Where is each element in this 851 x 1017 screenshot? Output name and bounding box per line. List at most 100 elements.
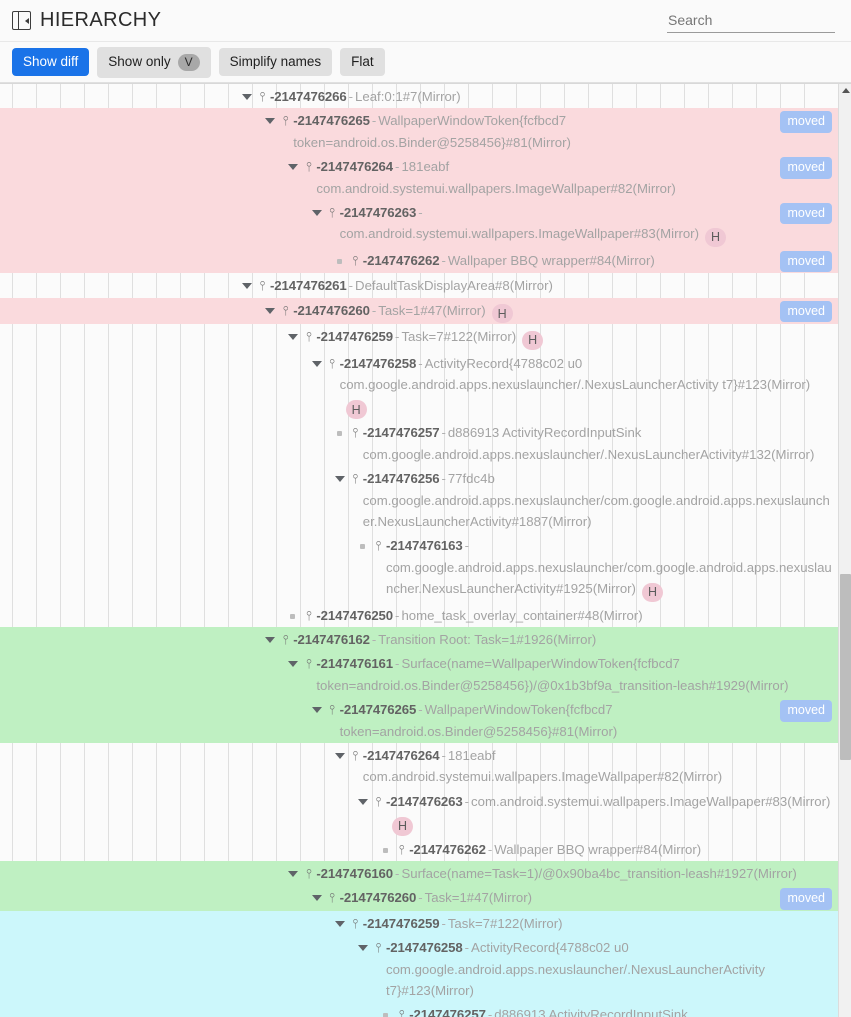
pin-icon[interactable]: ⫯ bbox=[259, 89, 266, 104]
pin-icon[interactable]: ⫯ bbox=[352, 252, 359, 268]
tree-row[interactable]: ⫯ -2147476250- home_task_overlay_container… bbox=[0, 603, 838, 627]
pin-icon[interactable]: ⫯ bbox=[329, 204, 335, 220]
pin-icon[interactable]: ⫯ bbox=[375, 940, 382, 956]
chevron-down-icon[interactable] bbox=[333, 745, 348, 765]
status-badge-h[interactable]: H bbox=[641, 582, 663, 602]
scrollbar-thumb[interactable] bbox=[840, 574, 851, 760]
chevron-down-icon[interactable] bbox=[356, 937, 371, 957]
chevron-down-icon[interactable] bbox=[310, 699, 325, 719]
pin-icon[interactable]: ⫯ bbox=[352, 471, 359, 487]
status-badge-h[interactable]: H bbox=[392, 816, 414, 836]
tree-row[interactable]: ⫯ -2147476264-181eabf com.android.systemu… bbox=[0, 743, 838, 789]
node-id: -2147476256 bbox=[362, 471, 440, 487]
simplify-names-button[interactable]: Simplify names bbox=[218, 48, 333, 76]
tree-row[interactable]: ⫯ -2147476161- Surface(name=WallpaperWindo… bbox=[0, 651, 838, 698]
pin-icon[interactable]: ⫯ bbox=[375, 793, 382, 809]
vertical-scrollbar[interactable] bbox=[838, 84, 851, 1017]
chevron-down-icon[interactable] bbox=[333, 913, 348, 933]
flat-button[interactable]: Flat bbox=[340, 48, 385, 76]
status-badge-h[interactable]: H bbox=[522, 331, 544, 350]
chevron-down-icon[interactable] bbox=[286, 863, 301, 883]
tree-row[interactable]: ⫯ -2147476259- Task=7#122(Mirror) bbox=[0, 910, 838, 936]
node-id: -2147476258 bbox=[339, 356, 417, 371]
tree-row[interactable]: ⫯ -2147476262- Wallpaper BBQ wrapper#84(Mi… bbox=[0, 247, 838, 274]
pin-icon[interactable]: ⫯ bbox=[352, 425, 359, 441]
show-diff-button[interactable]: Show diff bbox=[12, 48, 90, 76]
tree-row[interactable]: ⫯ -2147476160- Surface(name=Task=1)/@0x90b… bbox=[0, 861, 838, 886]
pin-icon[interactable]: ⫯ bbox=[306, 607, 312, 623]
collapse-panel-icon[interactable] bbox=[12, 11, 31, 30]
node-id: -2147476259 bbox=[362, 915, 440, 931]
pin-icon[interactable]: ⫯ bbox=[329, 356, 335, 371]
pin-icon[interactable]: ⫯ bbox=[329, 702, 335, 718]
status-badge-h[interactable]: H bbox=[491, 304, 513, 324]
chevron-down-icon[interactable] bbox=[240, 86, 255, 106]
pin-icon[interactable]: ⫯ bbox=[329, 890, 335, 906]
tree-row[interactable]: ⫯ -2147476262- Wallpaper BBQ wrapper#84(Mi… bbox=[0, 837, 838, 861]
tree-row[interactable]: ⫯ -2147476261- DefaultTaskDisplayArea#8(Mi… bbox=[0, 273, 838, 297]
pin-icon[interactable]: ⫯ bbox=[259, 278, 266, 294]
tree-row[interactable]: ⫯ -2147476258- ActivityRecord{4788c02 u0 c… bbox=[0, 351, 838, 420]
tree-row[interactable]: ⫯ -2147476162- Transition Root: Task=1#192… bbox=[0, 627, 838, 652]
pin-icon[interactable]: ⫯ bbox=[398, 1007, 405, 1017]
status-badge-h[interactable]: H bbox=[704, 227, 726, 247]
pin-icon[interactable]: ⫯ bbox=[352, 915, 359, 931]
pin-icon[interactable]: ⫯ bbox=[282, 113, 289, 129]
tree-row[interactable]: ⫯ -2147476256-77fdc4b com.google.android.… bbox=[0, 466, 838, 533]
node-label: -2147476265- WallpaperWindowToken{fcfbcd7… bbox=[340, 699, 777, 742]
pin-icon[interactable]: ⫯ bbox=[398, 841, 405, 857]
pin-icon[interactable]: ⫯ bbox=[375, 538, 382, 554]
tree-row[interactable]: ⫯ -2147476265- WallpaperWindowToken{fcfbcd… bbox=[0, 108, 838, 155]
node-separator: - bbox=[441, 425, 446, 441]
tree-row[interactable]: ⫯ -2147476257- d886913 ActivityRecordInput… bbox=[0, 420, 838, 466]
chevron-down-icon[interactable] bbox=[310, 353, 325, 373]
pin-icon[interactable]: ⫯ bbox=[306, 866, 312, 881]
tree-row[interactable]: ⫯ -2147476257- d886913 ActivityRecordInput… bbox=[0, 1002, 838, 1017]
node-label: -2147476261- DefaultTaskDisplayArea#8(Mir… bbox=[270, 275, 838, 296]
tree-row[interactable]: ⫯ -2147476260- Task=1#47(Mirror) moved bbox=[0, 885, 838, 911]
node-label: -2147476160- Surface(name=Task=1)/@0x90ba… bbox=[316, 863, 838, 884]
tree-row[interactable]: ⫯ -2147476266- Leaf:0:1#7(Mirror) bbox=[0, 84, 838, 108]
tree-row[interactable]: ⫯ -2147476259- Task=7#122(Mirror) H bbox=[0, 324, 838, 351]
pin-icon[interactable]: ⫯ bbox=[306, 656, 312, 672]
tree-row[interactable]: ⫯ -2147476258- ActivityRecord{4788c02 u0 c… bbox=[0, 935, 838, 1003]
tree-scroll-area[interactable]: ⫯ -2147476266- Leaf:0:1#7(Mirror) ⫯ -2147476… bbox=[0, 83, 851, 1017]
pin-icon[interactable]: ⫯ bbox=[306, 329, 312, 345]
node-name: d886913 ActivityRecordInputSink com.goog… bbox=[494, 1007, 688, 1017]
chevron-down-icon[interactable] bbox=[263, 629, 278, 649]
chevron-down-icon[interactable] bbox=[263, 300, 278, 320]
chevron-down-icon[interactable] bbox=[310, 202, 325, 222]
chevron-down-icon[interactable] bbox=[310, 887, 325, 907]
pin-icon[interactable]: ⫯ bbox=[306, 159, 312, 175]
node-id: -2147476262 bbox=[409, 841, 486, 857]
leaf-dot-icon bbox=[286, 605, 301, 625]
pin-icon[interactable]: ⫯ bbox=[282, 632, 289, 647]
chevron-down-icon[interactable] bbox=[286, 156, 301, 176]
chevron-down-icon[interactable] bbox=[333, 468, 348, 488]
node-label: -2147476260- Task=1#47(Mirror) bbox=[340, 887, 777, 908]
show-only-button[interactable]: Show only V bbox=[97, 46, 211, 78]
tree-row[interactable]: ⫯ -2147476264-181eabf com.android.systemu… bbox=[0, 154, 838, 200]
node-name: home_task_overlay_container#48(Mirror) bbox=[401, 607, 643, 623]
search-input[interactable] bbox=[667, 8, 835, 33]
scroll-up-arrow-icon[interactable] bbox=[841, 88, 850, 93]
chevron-down-icon[interactable] bbox=[240, 275, 255, 295]
tree-row[interactable]: ⫯ -2147476163 - com.google.android.apps.nex… bbox=[0, 533, 838, 602]
pin-icon[interactable]: ⫯ bbox=[282, 302, 289, 318]
chevron-down-icon[interactable] bbox=[286, 653, 301, 673]
pin-icon[interactable]: ⫯ bbox=[352, 747, 359, 763]
chevron-down-icon[interactable] bbox=[263, 110, 278, 130]
node-id: -2147476257 bbox=[362, 425, 440, 441]
status-badge-h[interactable]: H bbox=[345, 400, 367, 420]
tree-row[interactable]: ⫯-2147476263-com.android.systemui.wallpa… bbox=[0, 789, 838, 837]
node-name: ActivityRecord{4788c02 u0 com.google.and… bbox=[386, 940, 765, 998]
node-id: -2147476257 bbox=[409, 1007, 486, 1017]
chevron-down-icon[interactable] bbox=[356, 791, 371, 811]
node-label: -2147476260- Task=1#47(Mirror) H bbox=[293, 300, 776, 324]
tree-row[interactable]: ⫯-2147476263-com.android.systemui.wallpa… bbox=[0, 199, 838, 248]
node-label: -2147476161- Surface(name=WallpaperWindow… bbox=[316, 653, 838, 696]
node-id: -2147476261 bbox=[270, 278, 347, 294]
chevron-down-icon[interactable] bbox=[286, 326, 301, 346]
tree-row[interactable]: ⫯ -2147476265- WallpaperWindowToken{fcfbcd… bbox=[0, 697, 838, 743]
